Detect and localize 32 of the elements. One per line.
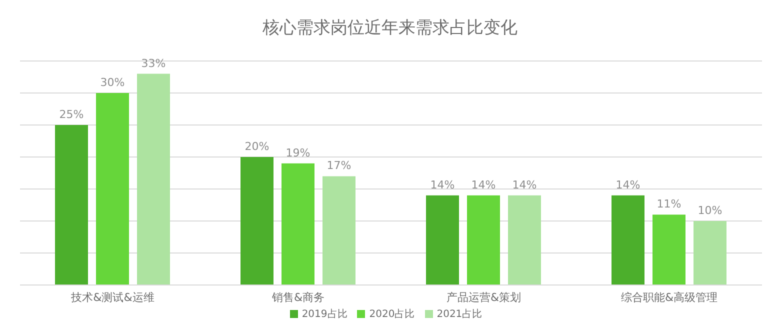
data-label: 17% <box>326 159 352 172</box>
bar <box>137 74 170 285</box>
bar <box>426 195 459 285</box>
x-tick-label: 产品运营&策划 <box>446 290 522 304</box>
bar <box>467 195 500 285</box>
data-label: 10% <box>698 204 722 217</box>
data-label: 25% <box>59 108 84 121</box>
data-label: 19% <box>286 146 310 160</box>
data-label: 11% <box>656 198 682 211</box>
legend-label: 2019占比 <box>302 309 348 320</box>
data-label: 14% <box>471 178 496 192</box>
data-label: 33% <box>141 56 166 70</box>
bar <box>508 195 541 285</box>
legend-label: 2020占比 <box>369 309 415 320</box>
bar <box>282 163 314 285</box>
x-tick-label: 综合职能&高级管理 <box>620 290 718 304</box>
data-label: 14% <box>512 178 537 192</box>
bar <box>322 176 356 285</box>
x-tick-label: 销售&商务 <box>270 290 325 304</box>
data-label: 14% <box>430 178 455 192</box>
legend-label: 2021占比 <box>436 309 482 320</box>
bar <box>694 221 726 285</box>
bar <box>96 93 129 285</box>
bar <box>612 195 644 285</box>
chart-title: 核心需求岗位近年来需求占比变化 <box>262 17 518 40</box>
bar <box>55 125 88 285</box>
data-label: 20% <box>244 140 270 153</box>
data-label: 14% <box>616 178 640 192</box>
bar <box>240 157 274 285</box>
bar <box>652 214 686 285</box>
x-tick-label: 技术&测试&运维 <box>70 290 154 304</box>
data-label: 30% <box>100 76 125 89</box>
